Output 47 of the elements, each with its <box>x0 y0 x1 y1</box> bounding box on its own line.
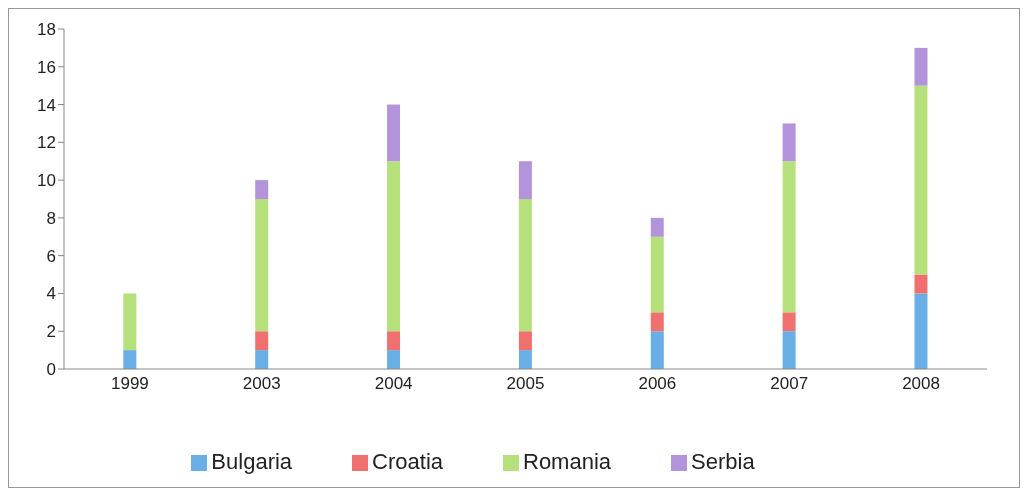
x-tick-label: 2007 <box>770 374 809 394</box>
bar <box>650 312 664 332</box>
y-tick-label: 8 <box>46 208 56 228</box>
bar <box>518 199 532 332</box>
bar <box>518 350 532 369</box>
legend-label: Bulgaria <box>211 449 293 474</box>
bar <box>650 236 664 313</box>
bar <box>387 104 401 162</box>
x-tick-label: 2006 <box>638 374 677 394</box>
bar <box>914 85 928 275</box>
x-tick-label: 2005 <box>506 374 545 394</box>
legend-label: Croatia <box>372 449 443 474</box>
y-tick-label: 10 <box>37 171 56 191</box>
bar <box>123 293 137 351</box>
bar <box>782 161 796 313</box>
bar <box>782 331 796 369</box>
bar <box>387 331 401 351</box>
bar <box>518 161 532 199</box>
y-tick-label: 18 <box>37 20 56 40</box>
bar <box>914 293 928 369</box>
bar <box>650 217 664 237</box>
x-tick-label: 1999 <box>111 374 149 394</box>
bar <box>782 312 796 332</box>
bar <box>518 331 532 351</box>
bar <box>782 123 796 162</box>
y-tick-label: 16 <box>37 57 56 77</box>
x-tick-label: 2004 <box>374 374 413 394</box>
y-tick-label: 6 <box>46 246 56 266</box>
bar <box>255 350 269 369</box>
bar <box>255 331 269 351</box>
legend-label: Romania <box>523 449 612 474</box>
y-tick-label: 14 <box>37 95 56 115</box>
x-tick-label: 2003 <box>242 374 281 394</box>
legend-label: Serbia <box>691 449 755 474</box>
bar <box>650 331 664 369</box>
bar <box>387 350 401 369</box>
bar <box>255 180 269 199</box>
y-tick-label: 2 <box>46 322 56 342</box>
y-tick-label: 4 <box>46 284 56 304</box>
bar <box>123 350 137 369</box>
bar <box>255 199 269 332</box>
bar <box>387 161 401 332</box>
y-tick-label: 12 <box>37 133 56 153</box>
bar <box>914 47 928 86</box>
x-tick-label: 2008 <box>902 374 940 394</box>
bar <box>914 274 928 294</box>
y-tick-label: 0 <box>46 360 56 380</box>
